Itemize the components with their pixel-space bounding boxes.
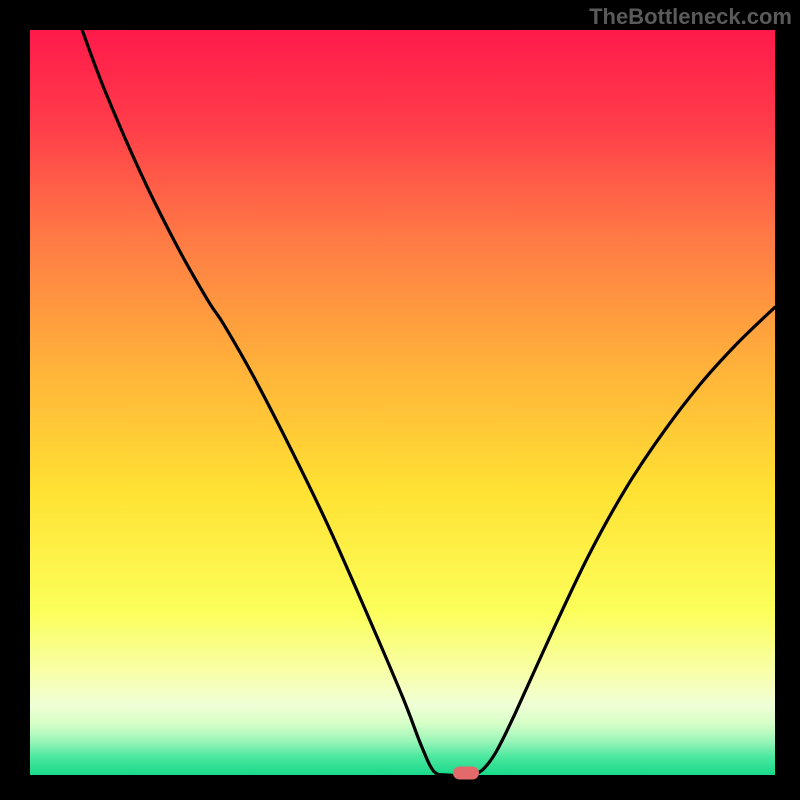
plot-area [30, 30, 775, 775]
chart-container: TheBottleneck.com [0, 0, 800, 800]
curve-path [82, 30, 775, 775]
curve-line [30, 30, 775, 775]
minimum-marker [453, 766, 479, 779]
watermark-text: TheBottleneck.com [589, 4, 792, 30]
